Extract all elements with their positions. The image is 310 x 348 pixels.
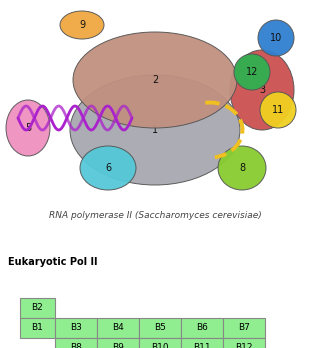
FancyBboxPatch shape [181,338,223,348]
FancyBboxPatch shape [20,318,55,338]
Text: B9: B9 [112,343,124,348]
FancyBboxPatch shape [97,318,139,338]
Text: B2: B2 [32,303,43,313]
Text: RNA polymerase II (Saccharomyces cerevisiae): RNA polymerase II (Saccharomyces cerevis… [49,211,261,220]
Text: B11: B11 [193,343,211,348]
Ellipse shape [234,54,270,90]
Ellipse shape [73,32,237,128]
FancyBboxPatch shape [139,318,181,338]
Text: 5: 5 [25,123,31,133]
FancyBboxPatch shape [55,338,97,348]
FancyBboxPatch shape [97,338,139,348]
Ellipse shape [218,146,266,190]
FancyBboxPatch shape [20,298,55,318]
Text: B7: B7 [238,324,250,332]
Ellipse shape [260,92,296,128]
Ellipse shape [80,146,136,190]
Text: 2: 2 [152,75,158,85]
Ellipse shape [258,20,294,56]
Text: B12: B12 [235,343,253,348]
FancyBboxPatch shape [55,318,97,338]
Text: B3: B3 [70,324,82,332]
FancyBboxPatch shape [139,338,181,348]
Text: 8: 8 [239,163,245,173]
Text: B1: B1 [32,324,43,332]
Text: B8: B8 [70,343,82,348]
Text: 12: 12 [246,67,258,77]
Text: 11: 11 [272,105,284,115]
Text: 10: 10 [270,33,282,43]
Ellipse shape [6,100,50,156]
Text: B10: B10 [151,343,169,348]
Text: B5: B5 [154,324,166,332]
Text: B6: B6 [196,324,208,332]
FancyBboxPatch shape [223,338,265,348]
Ellipse shape [70,75,240,185]
FancyBboxPatch shape [181,318,223,338]
Text: 6: 6 [105,163,111,173]
Ellipse shape [230,50,294,130]
Text: 1: 1 [152,125,158,135]
Ellipse shape [60,11,104,39]
FancyBboxPatch shape [223,318,265,338]
Text: Eukaryotic Pol II: Eukaryotic Pol II [8,257,98,267]
Text: 9: 9 [79,20,85,30]
Text: B4: B4 [112,324,124,332]
Text: 3: 3 [259,85,265,95]
